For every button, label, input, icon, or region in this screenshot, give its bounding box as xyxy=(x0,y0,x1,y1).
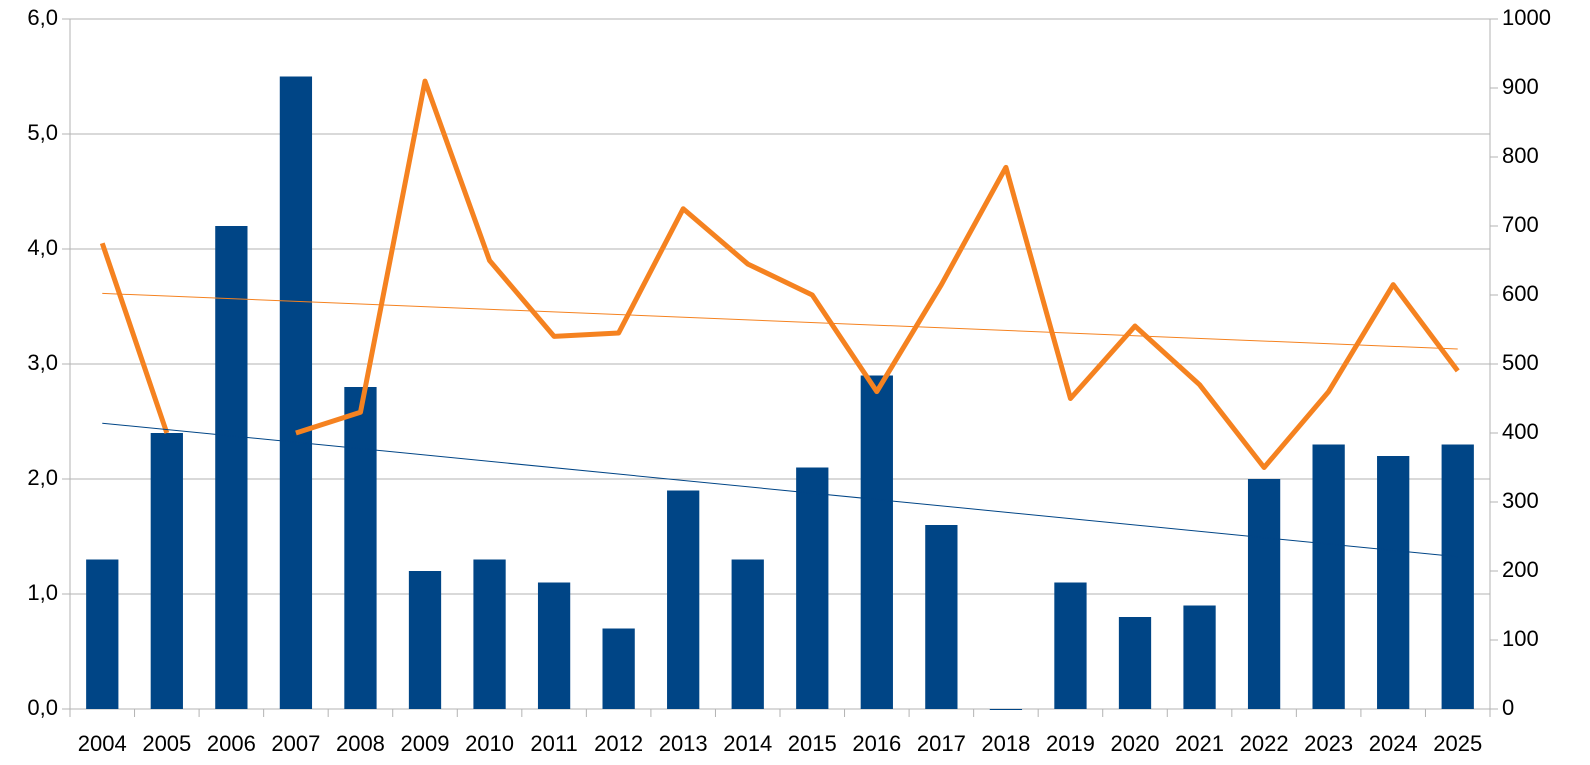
y-tick-label: 4,0 xyxy=(27,235,58,260)
y2-tick-label: 800 xyxy=(1502,143,1539,168)
x-tick-label: 2021 xyxy=(1175,731,1224,756)
x-tick-label: 2025 xyxy=(1433,731,1482,756)
x-tick-label: 2024 xyxy=(1369,731,1418,756)
bar xyxy=(1247,479,1281,709)
y2-tick-label: 400 xyxy=(1502,419,1539,444)
y-tick-label: 5,0 xyxy=(27,120,58,145)
x-tick-label: 2014 xyxy=(723,731,772,756)
bar xyxy=(1377,456,1410,709)
x-tick-label: 2012 xyxy=(594,731,643,756)
x-tick-label: 2022 xyxy=(1240,731,1289,756)
bar xyxy=(602,628,635,709)
x-tick-label: 2017 xyxy=(917,731,966,756)
x-tick-label: 2013 xyxy=(659,731,708,756)
bar xyxy=(860,375,893,709)
y2-tick-label: 600 xyxy=(1502,281,1539,306)
y2-tick-label: 900 xyxy=(1502,74,1539,99)
bar xyxy=(731,559,764,709)
x-tick-label: 2004 xyxy=(78,731,127,756)
bar xyxy=(344,387,377,709)
trend-line xyxy=(102,422,1458,558)
y-tick-label: 0,0 xyxy=(27,695,58,720)
y-tick-label: 1,0 xyxy=(27,580,58,605)
bar xyxy=(1312,444,1345,709)
bar xyxy=(1118,617,1152,709)
y2-tick-label: 1000 xyxy=(1502,5,1551,30)
x-tick-label: 2018 xyxy=(981,731,1030,756)
x-tick-label: 2020 xyxy=(1111,731,1160,756)
x-tick-label: 2015 xyxy=(788,731,837,756)
x-tick-label: 2005 xyxy=(142,731,191,756)
y2-tick-label: 300 xyxy=(1502,488,1539,513)
trend-line xyxy=(102,292,1458,350)
y2-tick-label: 200 xyxy=(1502,557,1539,582)
y2-tick-label: 0 xyxy=(1502,695,1514,720)
x-tick-label: 2007 xyxy=(271,731,320,756)
x-tick-label: 2016 xyxy=(852,731,901,756)
bar xyxy=(1054,582,1087,709)
y-tick-label: 3,0 xyxy=(27,350,58,375)
bar xyxy=(537,582,571,709)
line xyxy=(99,78,1460,470)
x-tick-label: 2009 xyxy=(401,731,450,756)
bar xyxy=(925,525,958,709)
x-tick-label: 2006 xyxy=(207,731,256,756)
x-tick-label: 2008 xyxy=(336,731,385,756)
bar xyxy=(473,559,506,709)
bar xyxy=(989,709,1023,710)
y-tick-label: 6,0 xyxy=(27,5,58,30)
bar xyxy=(279,76,313,709)
y2-tick-label: 700 xyxy=(1502,212,1539,237)
bar xyxy=(1183,605,1216,709)
x-tick-label: 2010 xyxy=(465,731,514,756)
bar xyxy=(796,467,829,709)
y2-tick-label: 500 xyxy=(1502,350,1539,375)
bar xyxy=(667,490,700,709)
bar xyxy=(1441,444,1474,709)
y2-tick-label: 100 xyxy=(1502,626,1539,651)
bar xyxy=(408,571,442,709)
bar xyxy=(86,559,119,709)
x-tick-label: 2023 xyxy=(1304,731,1353,756)
bar xyxy=(150,433,183,709)
x-tick-label: 2019 xyxy=(1046,731,1095,756)
x-tick-label: 2011 xyxy=(530,731,577,756)
y-tick-label: 2,0 xyxy=(27,465,58,490)
bar xyxy=(215,226,248,709)
